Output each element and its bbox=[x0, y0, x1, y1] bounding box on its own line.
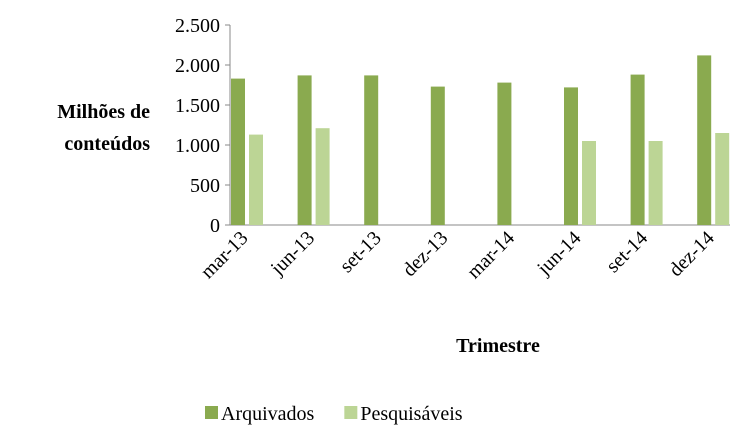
bar bbox=[564, 87, 578, 226]
bar bbox=[364, 75, 379, 226]
x-tick-label: jun-14 bbox=[532, 227, 585, 280]
bar bbox=[315, 128, 330, 225]
bar bbox=[430, 86, 445, 225]
bar bbox=[715, 133, 730, 225]
y-tick-label: 1.500 bbox=[175, 95, 220, 117]
x-tick-label: jun-13 bbox=[266, 227, 319, 280]
x-tick-label: mar-13 bbox=[196, 227, 252, 283]
x-tick-label: mar-14 bbox=[463, 227, 519, 283]
legend-label: Pesquisáveis bbox=[360, 403, 462, 425]
x-tick-label: dez-13 bbox=[398, 227, 452, 281]
bar bbox=[697, 55, 712, 226]
legend-label: Arquivados bbox=[221, 403, 315, 425]
bar bbox=[297, 75, 312, 226]
x-axis-label: Trimestre bbox=[456, 335, 540, 357]
x-tick-label: set-13 bbox=[336, 227, 386, 277]
legend-swatch bbox=[205, 406, 218, 419]
y-tick-label: 2.000 bbox=[175, 55, 220, 77]
bar bbox=[249, 134, 263, 225]
bar bbox=[582, 141, 596, 225]
bar bbox=[497, 82, 512, 225]
y-tick-label: 500 bbox=[190, 175, 220, 197]
y-axis-label: Milhões de conteúdos bbox=[57, 101, 150, 155]
x-tick-label: dez-14 bbox=[665, 227, 719, 281]
bar bbox=[648, 141, 663, 225]
y-tick-label: 0 bbox=[210, 215, 220, 237]
x-tick-label: set-14 bbox=[602, 227, 652, 277]
y-tick-label: 1.000 bbox=[175, 135, 220, 157]
bar bbox=[231, 78, 245, 225]
legend-swatch bbox=[344, 406, 358, 419]
y-tick-label: 2.500 bbox=[175, 15, 220, 37]
bar bbox=[630, 74, 645, 225]
